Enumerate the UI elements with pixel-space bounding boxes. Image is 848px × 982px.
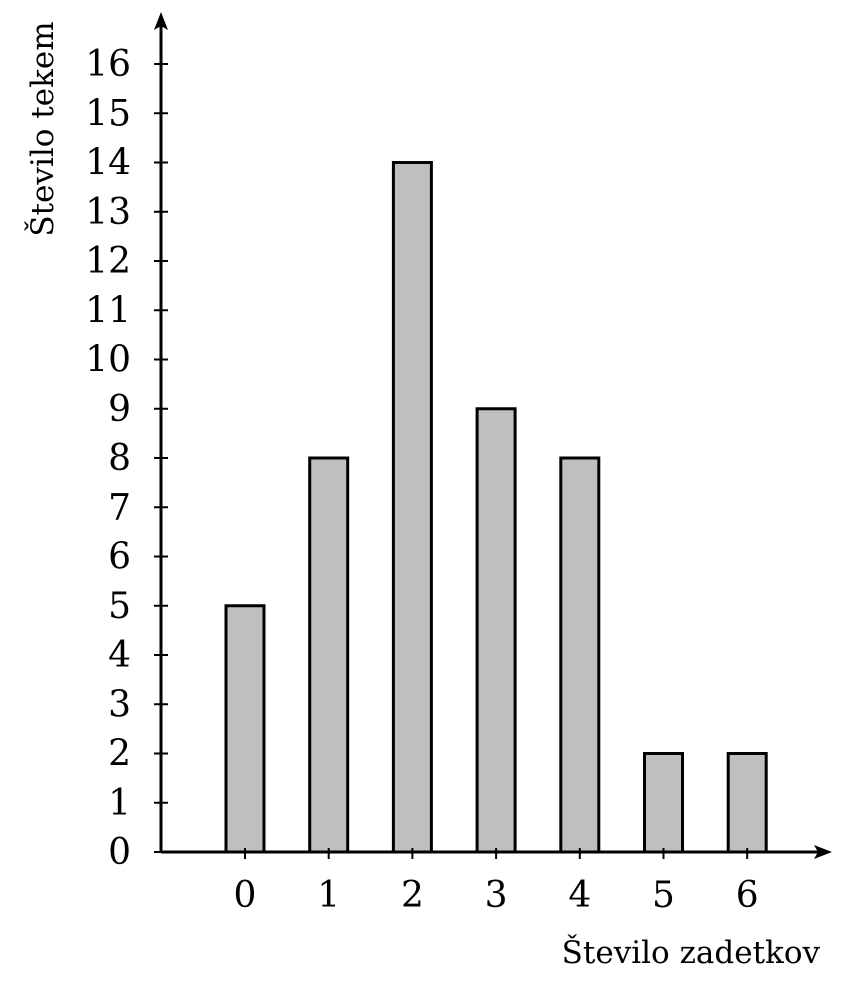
y-tick-label: 6 <box>108 537 131 578</box>
y-tick-label: 5 <box>108 586 131 627</box>
axes-group <box>154 12 832 859</box>
y-tick-label: 13 <box>85 192 131 233</box>
bars-group <box>224 161 768 854</box>
x-tick-label: 0 <box>234 875 257 916</box>
bar-6 <box>726 752 768 854</box>
bar-3 <box>475 407 517 854</box>
y-tick-label: 14 <box>85 143 131 184</box>
y-tick-label: 4 <box>108 635 131 676</box>
y-tick-label: 10 <box>85 340 131 381</box>
y-axis-arrow-icon <box>154 12 168 30</box>
y-tick-label: 3 <box>108 684 131 725</box>
bar-5 <box>643 752 684 854</box>
x-tick-label: 1 <box>317 875 340 916</box>
bar-1 <box>308 456 350 854</box>
x-axis-arrow-icon <box>814 845 832 859</box>
bar-0 <box>224 604 266 854</box>
x-tick-label: 3 <box>485 875 508 916</box>
y-tick-label: 8 <box>108 438 131 479</box>
x-ticks-group: 0 1 2 3 4 5 6 <box>234 848 759 916</box>
x-tick-label: 6 <box>736 875 759 916</box>
y-tick-label: 7 <box>108 487 131 528</box>
bar-4 <box>559 456 601 854</box>
y-tick-label: 2 <box>108 734 131 775</box>
y-tick-label: 0 <box>108 832 131 873</box>
y-tick-label: 15 <box>85 93 131 134</box>
y-tick-label: 12 <box>85 241 131 282</box>
x-tick-label: 5 <box>652 875 675 916</box>
x-tick-label: 2 <box>401 875 424 916</box>
y-tick-label: 1 <box>108 783 131 824</box>
y-tick-label: 11 <box>85 290 131 331</box>
bar-2 <box>391 161 433 854</box>
x-tick-label: 4 <box>568 875 591 916</box>
y-tick-label: 16 <box>85 44 131 85</box>
y-tick-label: 9 <box>108 389 131 430</box>
x-axis-label: Število zadetkov <box>562 933 821 971</box>
y-axis-label: Število tekem <box>23 21 61 236</box>
